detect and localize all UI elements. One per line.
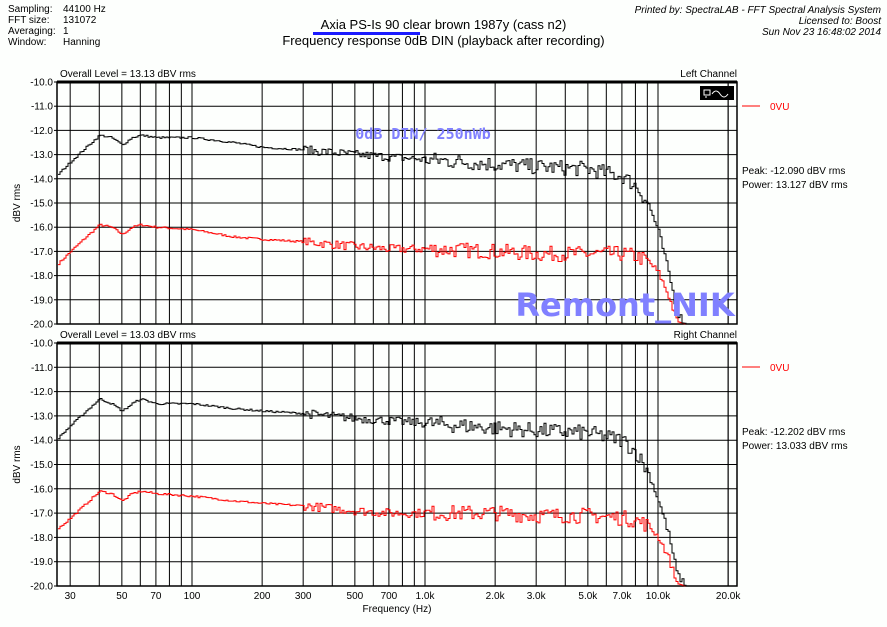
y-tick-label: -17.0 [30,509,53,520]
x-tick-label: 2.0k [486,591,506,602]
y-tick-label: -11.0 [31,102,53,113]
chart-title: Axia PS-Is 90 clear brown 1987y (cass n2… [320,17,567,32]
scope-icon [700,86,734,100]
peak-readout: Peak: -12.090 dBV rms [742,166,845,177]
printed-info: Printed by: SpectraLAB - FFT Spectral An… [635,5,881,38]
x-tick-label: 200 [254,591,271,602]
channel-label: Right Channel [674,330,737,341]
x-tick-label: 5.0k [578,591,598,602]
title-underline [313,32,420,35]
legend-label: 0VU [770,102,789,113]
series-line-measured [58,134,736,325]
peak-readout: Peak: -12.202 dBV rms [742,427,845,438]
waveform-icon [703,89,729,98]
y-tick-label: -20.0 [30,582,53,593]
info-value: 44100 Hz [63,4,106,15]
x-tick-label: 500 [347,591,364,602]
y-tick-label: -15.0 [30,199,53,210]
info-value: 1 [63,26,69,37]
y-axis-label: dBV rms [12,445,23,483]
y-tick-label: -18.0 [30,533,53,544]
y-tick-label: -13.0 [30,150,53,161]
x-tick-label: 300 [295,591,312,602]
info-label: Averaging: [8,26,56,37]
series-line-0vu [58,223,736,325]
y-tick-label: -14.0 [30,174,53,185]
y-tick-label: -11.0 [31,363,53,374]
x-tick-label: 20.0k [716,591,741,602]
info-labels: Sampling: FFT size: Averaging: Window: [8,4,56,48]
power-readout: Power: 13.033 dBV rms [742,441,848,452]
y-tick-label: -20.0 [30,320,53,331]
y-tick-label: -10.0 [30,339,53,350]
x-tick-label: 10.0k [646,591,671,602]
x-tick-label: 30 [65,591,77,602]
info-label: Sampling: [8,4,53,15]
y-tick-label: -12.0 [30,387,53,398]
info-label: Window: [8,37,47,48]
info-values: 44100 Hz 131072 1 Hanning [63,4,106,48]
x-tick-label: 70 [150,591,162,602]
power-readout: Power: 13.127 dBV rms [742,180,848,191]
y-tick-label: -12.0 [30,126,53,137]
author-watermark: Remont_NIK [515,286,735,324]
print-date: Sun Nov 23 16:48:02 2014 [762,27,881,38]
printed-by: Printed by: SpectraLAB - FFT Spectral An… [634,5,881,16]
y-tick-label: -19.0 [30,557,53,568]
y-tick-label: -13.0 [30,411,53,422]
y-tick-label: -16.0 [30,484,53,495]
y-tick-label: -15.0 [30,460,53,471]
x-axis-label: Frequency (Hz) [363,604,432,615]
chart-subtitle: Frequency response 0dB DIN (playback aft… [282,33,605,48]
channel-label: Left Channel [680,69,737,80]
x-tick-label: 1.0k [416,591,436,602]
y-tick-label: -19.0 [30,295,53,306]
info-value: 131072 [63,15,97,26]
y-tick-label: -16.0 [30,223,53,234]
info-label: FFT size: [8,15,50,26]
x-tick-label: 50 [116,591,128,602]
series-line-measured [58,398,736,587]
x-tick-label: 700 [381,591,398,602]
x-tick-label: 7.0k [612,591,632,602]
overall-level: Overall Level = 13.13 dBV rms [60,69,196,80]
info-value: Hanning [63,37,101,48]
y-tick-label: -14.0 [30,436,53,447]
y-tick-label: -18.0 [30,271,53,282]
y-tick-label: -17.0 [30,247,53,258]
x-tick-label: 3.0k [527,591,547,602]
licensed-to: Licensed to: Boost [798,16,881,27]
series-line-0vu [58,490,736,587]
y-axis-label: dBV rms [12,184,23,222]
legend-label: 0VU [770,363,789,374]
annotation-watermark: 0dB DIN/ 250nWb [355,125,490,143]
y-tick-label: -10.0 [30,78,53,89]
overall-level: Overall Level = 13.03 dBV rms [60,330,196,341]
x-tick-label: 100 [184,591,201,602]
